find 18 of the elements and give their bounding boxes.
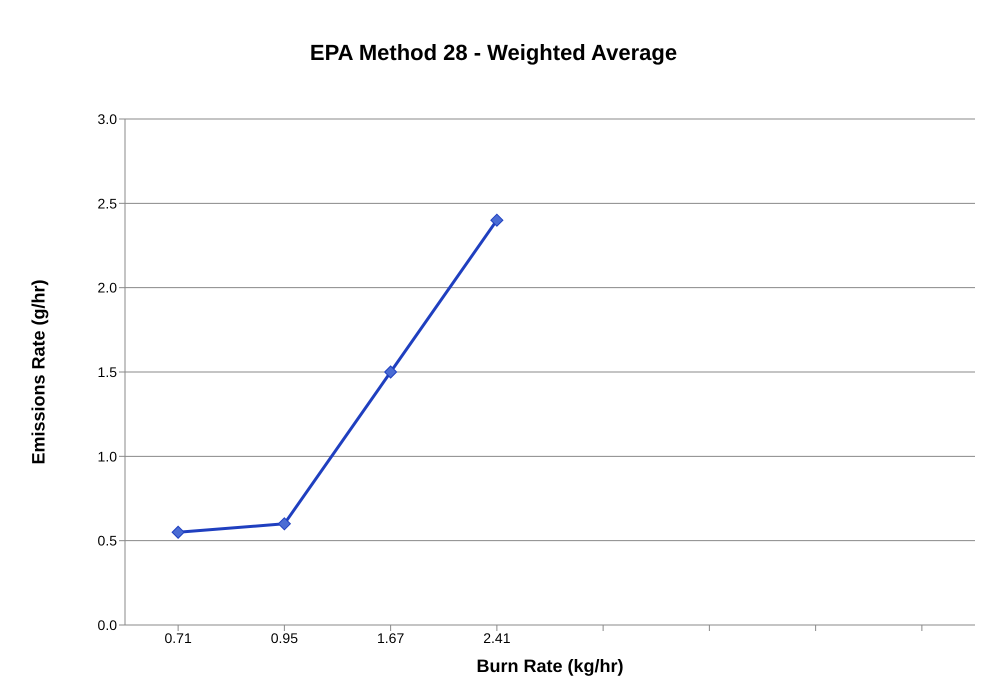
x-tick-label: 0.95 [270, 630, 298, 646]
y-tick-label: 0.0 [98, 616, 118, 633]
chart-title: EPA Method 28 - Weighted Average [308, 40, 678, 66]
x-tick-label: 0.71 [164, 630, 192, 646]
x-tick-label: 1.67 [377, 630, 404, 646]
y-tick-label: 1.5 [98, 364, 118, 380]
y-tick-label: 2.0 [98, 280, 118, 296]
x-axis-title: Burn Rate (kg/hr) [476, 656, 624, 676]
point [490, 214, 504, 227]
y-tick-label: 3.0 [98, 110, 118, 127]
point [278, 517, 291, 530]
y-tick-label: 1.0 [98, 448, 118, 464]
y-axis-title: Emissions Rate (g/hr) [28, 279, 48, 465]
point [172, 526, 185, 539]
x-tick-label: 2.41 [483, 630, 511, 646]
y-tick-label: 0.5 [98, 532, 118, 549]
y-tick-label: 2.5 [98, 195, 118, 212]
point [384, 366, 398, 378]
